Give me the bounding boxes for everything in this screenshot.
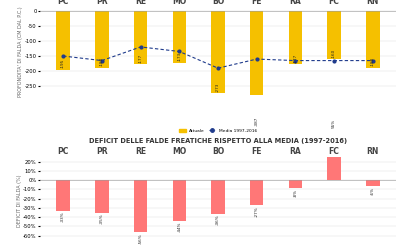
Bar: [95, 10, 109, 68]
Bar: [95, 180, 109, 212]
Text: -387: -387: [255, 117, 259, 126]
Bar: [327, 129, 341, 180]
Text: -8%: -8%: [293, 188, 297, 196]
Text: -33%: -33%: [61, 212, 65, 222]
Text: -27%: -27%: [255, 206, 259, 217]
Text: -177: -177: [293, 54, 297, 63]
Text: -188: -188: [371, 57, 375, 66]
Bar: [366, 180, 380, 186]
Title: DEFICIT DELLE FALDE FREATICHE RISPETTO ALLA MEDIA (1997-2016): DEFICIT DELLE FALDE FREATICHE RISPETTO A…: [89, 138, 347, 144]
Bar: [250, 180, 264, 205]
Text: -177: -177: [139, 54, 143, 63]
Text: -273: -273: [216, 82, 220, 92]
Bar: [172, 10, 186, 63]
Text: -160: -160: [332, 48, 336, 58]
Bar: [327, 10, 341, 59]
Text: -44%: -44%: [177, 222, 181, 232]
Text: -56%: -56%: [139, 233, 143, 243]
Y-axis label: DEFICIT DI FALDA (%): DEFICIT DI FALDA (%): [17, 175, 22, 227]
Text: -6%: -6%: [371, 187, 375, 195]
Bar: [366, 10, 380, 68]
Text: -36%: -36%: [216, 214, 220, 225]
Bar: [211, 180, 225, 214]
Bar: [56, 10, 70, 70]
Bar: [211, 10, 225, 93]
Text: -195: -195: [61, 59, 65, 68]
Bar: [289, 10, 302, 64]
Text: -188: -188: [100, 57, 104, 66]
Bar: [289, 180, 302, 188]
Bar: [134, 10, 147, 64]
Bar: [250, 10, 264, 128]
Bar: [172, 180, 186, 221]
Y-axis label: PROFONDITA' DI FALDA (CM DAL P.C.): PROFONDITA' DI FALDA (CM DAL P.C.): [18, 6, 23, 97]
Legend: Attuale, Media 1997-2016: Attuale, Media 1997-2016: [179, 128, 257, 133]
Text: -35%: -35%: [100, 214, 104, 224]
Bar: [56, 180, 70, 211]
Bar: [134, 180, 147, 232]
Text: 55%: 55%: [332, 119, 336, 128]
Text: -173: -173: [177, 52, 181, 62]
